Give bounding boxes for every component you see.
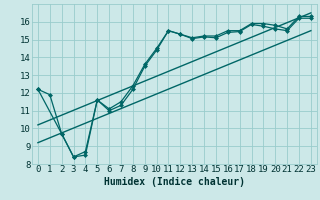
X-axis label: Humidex (Indice chaleur): Humidex (Indice chaleur) (104, 177, 245, 187)
